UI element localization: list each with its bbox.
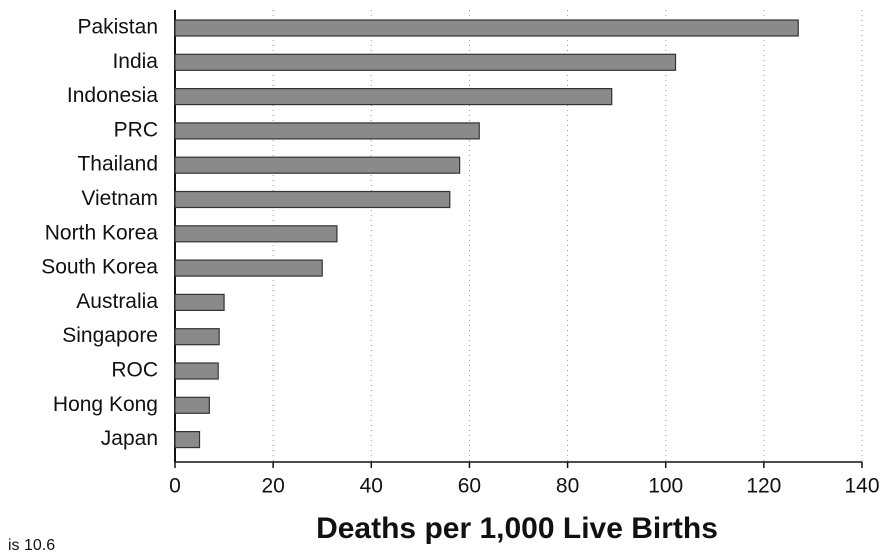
y-tick-label: Pakistan — [77, 16, 158, 39]
bar — [174, 225, 338, 243]
x-tick-label: 40 — [360, 475, 383, 498]
bar — [174, 190, 451, 209]
y-tick-label: South Korea — [41, 256, 158, 279]
annotation: is 10.6 — [8, 537, 55, 552]
y-tick-label: PRC — [114, 118, 158, 141]
y-tick-label: Singapore — [62, 324, 158, 347]
y-tick-label: Hong Kong — [53, 393, 158, 416]
y-tick-label: Thailand — [77, 153, 158, 176]
bar — [174, 328, 220, 346]
bar — [174, 293, 225, 311]
x-axis-title: Deaths per 1,000 Live Births — [316, 512, 718, 545]
x-tick-label: 140 — [844, 475, 879, 498]
bar — [174, 19, 799, 37]
bar — [174, 259, 323, 277]
y-tick-label: Australia — [76, 290, 158, 313]
y-tick-label: Indonesia — [67, 84, 158, 107]
x-tick-label: 0 — [169, 475, 181, 498]
x-tick-label: 100 — [648, 475, 683, 498]
bar — [174, 53, 677, 71]
y-tick-label: Vietnam — [81, 187, 158, 210]
x-tick-label: 60 — [458, 475, 481, 498]
x-tick-label: 20 — [261, 475, 284, 498]
y-tick-label: North Korea — [45, 221, 159, 244]
y-tick-label: Japan — [101, 427, 158, 450]
bar — [174, 362, 219, 380]
bar — [174, 122, 480, 140]
bar — [174, 87, 613, 106]
bar — [174, 431, 201, 449]
y-tick-label: ROC — [111, 359, 158, 382]
bar — [174, 396, 210, 414]
bar — [174, 156, 461, 174]
y-tick-label: India — [112, 50, 158, 73]
x-tick-label: 120 — [746, 475, 781, 498]
x-tick-label: 80 — [556, 475, 579, 498]
